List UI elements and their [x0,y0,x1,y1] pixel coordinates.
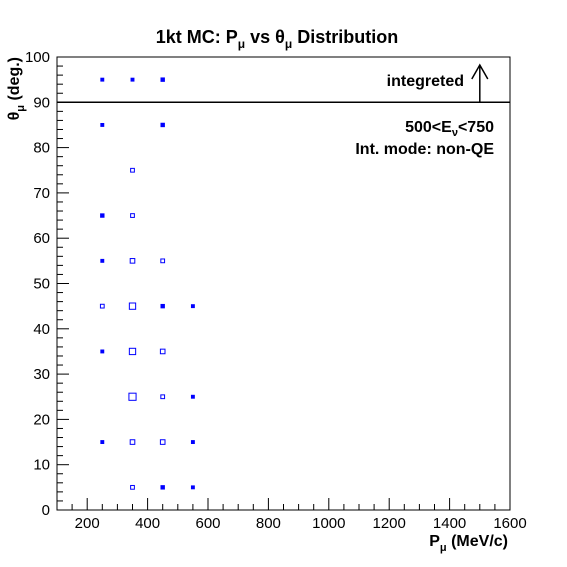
data-point-box [130,484,135,490]
data-point-box [160,394,166,400]
y-tick-label: 20 [33,411,50,428]
data-point-box [128,392,137,401]
data-point-box [130,77,135,82]
x-tick-label: 600 [195,515,220,532]
data-point-box [129,258,136,264]
y-tick-label: 80 [33,140,50,157]
y-tick-label: 50 [33,276,50,293]
x-tick-label: 1400 [433,515,466,532]
data-point-box [100,258,105,263]
axes: 200 400 600 800 1000 1200 1400 1600 0 10 20 30 40 50 6… [25,49,527,532]
data-point-box [100,123,105,127]
data-point-box [190,440,195,445]
x-tick-label: 800 [256,515,281,532]
y-tick-label: 60 [33,230,50,247]
up-arrow-icon [471,63,489,103]
integrated-label: integreted [387,73,464,90]
y-tick-label: 30 [33,366,50,383]
data-point-box [128,302,137,310]
chart-title: 1kt MC: Pμ vs θμ Distribution [156,27,398,51]
data-point-box [100,213,105,218]
data-point-box [129,439,136,445]
data-point-box [160,77,165,82]
data-point-box [159,439,166,445]
data-point-box [190,485,195,490]
y-tick-label: 100 [25,49,50,66]
y-tick-label: 0 [42,502,50,519]
data-point-box [160,122,165,128]
energy-range-annotation: 500<Eν<750 [405,119,494,139]
data-point-box [130,167,135,173]
y-tick-label: 40 [33,321,50,338]
data-point-box [160,485,165,490]
data-markers [99,77,195,490]
x-tick-label: 1200 [373,515,406,532]
x-axis-label: Pμ (MeV/c) [429,533,508,554]
x-tick-label: 400 [135,515,160,532]
x-tick-label: 200 [75,515,100,532]
y-tick-label: 70 [33,185,50,202]
y-axis-label: θμ (deg.) [6,57,27,120]
data-point-box [160,258,166,264]
data-point-box [190,394,195,399]
data-point-box [100,349,105,354]
data-point-box [130,213,135,218]
y-tick-label: 90 [33,94,50,111]
data-point-box [160,303,165,309]
data-point-box [100,77,105,82]
data-point-box [159,348,166,355]
x-tick-label: 1000 [312,515,345,532]
data-point-box [99,303,105,309]
data-point-box [190,304,195,309]
interaction-mode-annotation: Int. mode: non-QE [355,141,494,158]
y-tick-label: 10 [33,457,50,474]
x-tick-label: 1600 [493,515,526,532]
data-point-box [100,440,105,445]
data-point-box [128,347,137,356]
